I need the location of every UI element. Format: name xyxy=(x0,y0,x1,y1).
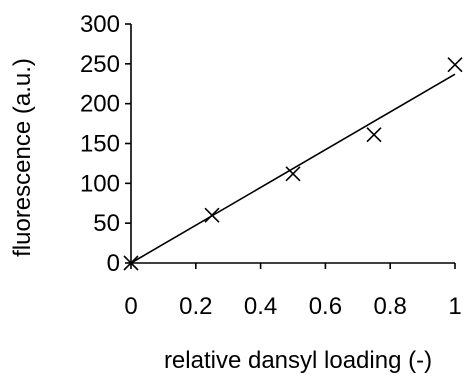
x-tick-label: 0.2 xyxy=(179,293,212,320)
x-tick-label: 0.6 xyxy=(309,293,342,320)
trend-line xyxy=(130,73,456,264)
y-tick-label: 200 xyxy=(80,91,120,118)
y-tick-label: 150 xyxy=(80,131,120,158)
data-point xyxy=(447,57,463,73)
y-tick-label: 0 xyxy=(107,250,120,277)
fit-line-group xyxy=(130,73,456,264)
y-axis-title: fluorescence (a.u.) xyxy=(9,58,36,257)
y-tick-label: 250 xyxy=(80,51,120,78)
data-point xyxy=(366,127,382,143)
y-tick-label: 100 xyxy=(80,170,120,197)
x-axis-title: relative dansyl loading (-) xyxy=(164,347,432,374)
x-tick-label: 0.4 xyxy=(244,293,277,320)
data-points xyxy=(123,57,463,271)
x-tick-label: 1 xyxy=(448,293,461,320)
y-tick-label: 300 xyxy=(80,11,120,38)
x-tick-label: 0.8 xyxy=(374,293,407,320)
data-point xyxy=(123,255,139,271)
data-point xyxy=(204,207,220,223)
x-axis: 0 0.2 0.4 0.6 0.8 1 xyxy=(124,262,462,320)
x-tick-label: 0 xyxy=(124,293,137,320)
y-axis: 0 50 100 150 200 250 300 xyxy=(80,11,132,277)
y-tick-label: 50 xyxy=(93,210,120,237)
data-point xyxy=(285,166,301,182)
